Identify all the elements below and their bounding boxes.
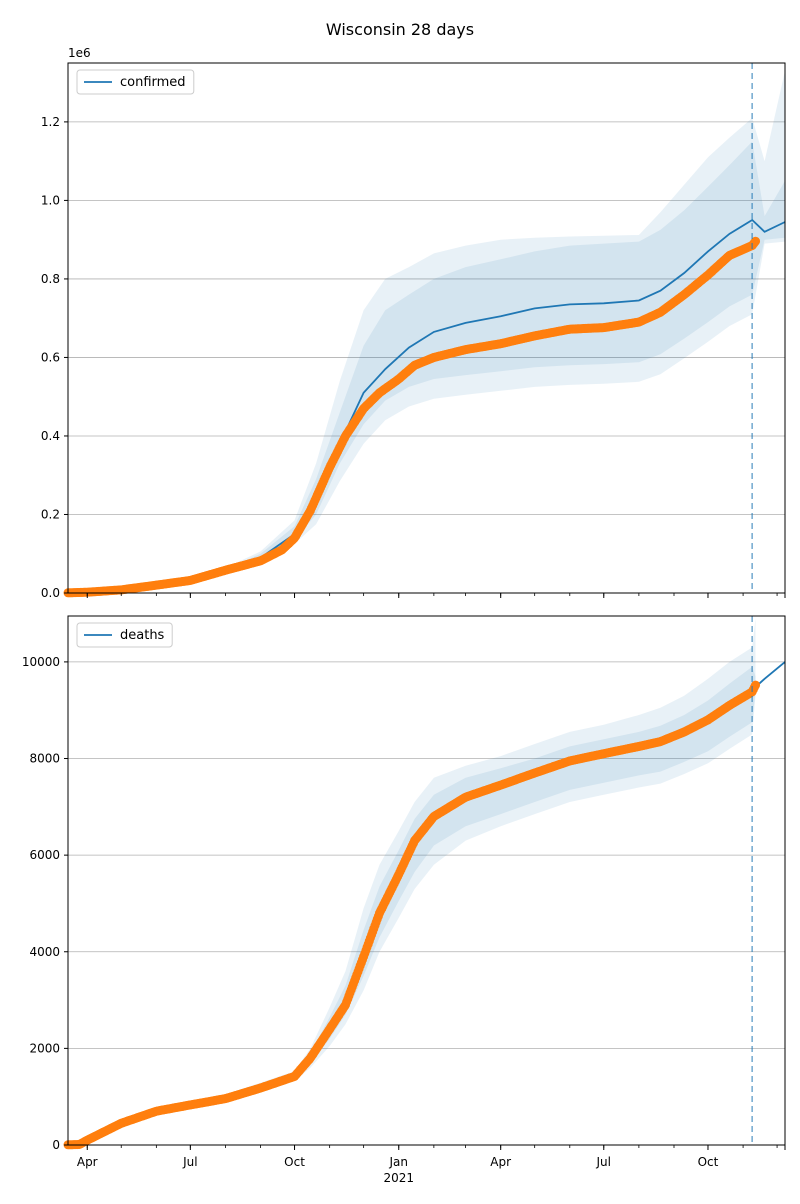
observed-points bbox=[63, 680, 761, 1150]
y-tick-label: 10000 bbox=[22, 655, 60, 669]
x-year-label: 2021 bbox=[383, 1171, 414, 1185]
uncertainty-band bbox=[68, 141, 785, 593]
panel-deaths: 0 2000 4000 6000 8000 10000 Apr Jul Oct Jan Apr Jul… bbox=[22, 615, 786, 1185]
observed-points bbox=[63, 236, 761, 598]
x-tick-label: Apr bbox=[490, 1155, 511, 1169]
x-tick-label: Oct bbox=[284, 1155, 305, 1169]
y-tick-label: 6000 bbox=[29, 848, 60, 862]
y-offset-label: 1e6 bbox=[68, 46, 91, 60]
y-tick-label: 0.0 bbox=[41, 586, 60, 600]
chart-title: Wisconsin 28 days bbox=[325, 20, 475, 39]
legend-box bbox=[76, 69, 195, 95]
y-tick-label: 1.2 bbox=[41, 115, 60, 129]
y-tick-label: 0.8 bbox=[41, 272, 60, 286]
y-tick-label: 1.0 bbox=[41, 193, 60, 207]
y-tick-label: 0.4 bbox=[41, 429, 60, 443]
uncertainty-band bbox=[68, 70, 785, 593]
uncertainty-band bbox=[68, 666, 756, 1145]
y-tick-label: 0.6 bbox=[41, 350, 60, 364]
x-tick-label: Jul bbox=[182, 1155, 197, 1169]
x-tick-label: Jan bbox=[388, 1155, 408, 1169]
axes-frame bbox=[67, 615, 786, 1146]
data-point bbox=[751, 236, 761, 246]
y-tick-label: 0 bbox=[52, 1138, 60, 1152]
axes-frame bbox=[67, 62, 786, 594]
legend-box bbox=[76, 622, 173, 648]
y-tick-label: 8000 bbox=[29, 752, 60, 766]
y-tick-label: 2000 bbox=[29, 1041, 60, 1055]
panel-confirmed: 0.0 0.2 0.4 0.6 0.8 1.0 1.2 1e6 confirmed bbox=[41, 46, 786, 600]
legend-label: confirmed bbox=[120, 75, 186, 90]
legend-label: deaths bbox=[120, 628, 165, 643]
uncertainty-band bbox=[68, 618, 756, 1145]
data-point bbox=[751, 680, 761, 690]
x-tick-label: Apr bbox=[77, 1155, 98, 1169]
legend: confirmed bbox=[76, 69, 195, 95]
x-tick-label: Oct bbox=[698, 1155, 719, 1169]
y-tick-label: 4000 bbox=[29, 945, 60, 959]
x-tick-label: Jul bbox=[596, 1155, 611, 1169]
legend: deaths bbox=[76, 622, 173, 648]
y-tick-label: 0.2 bbox=[41, 507, 60, 521]
